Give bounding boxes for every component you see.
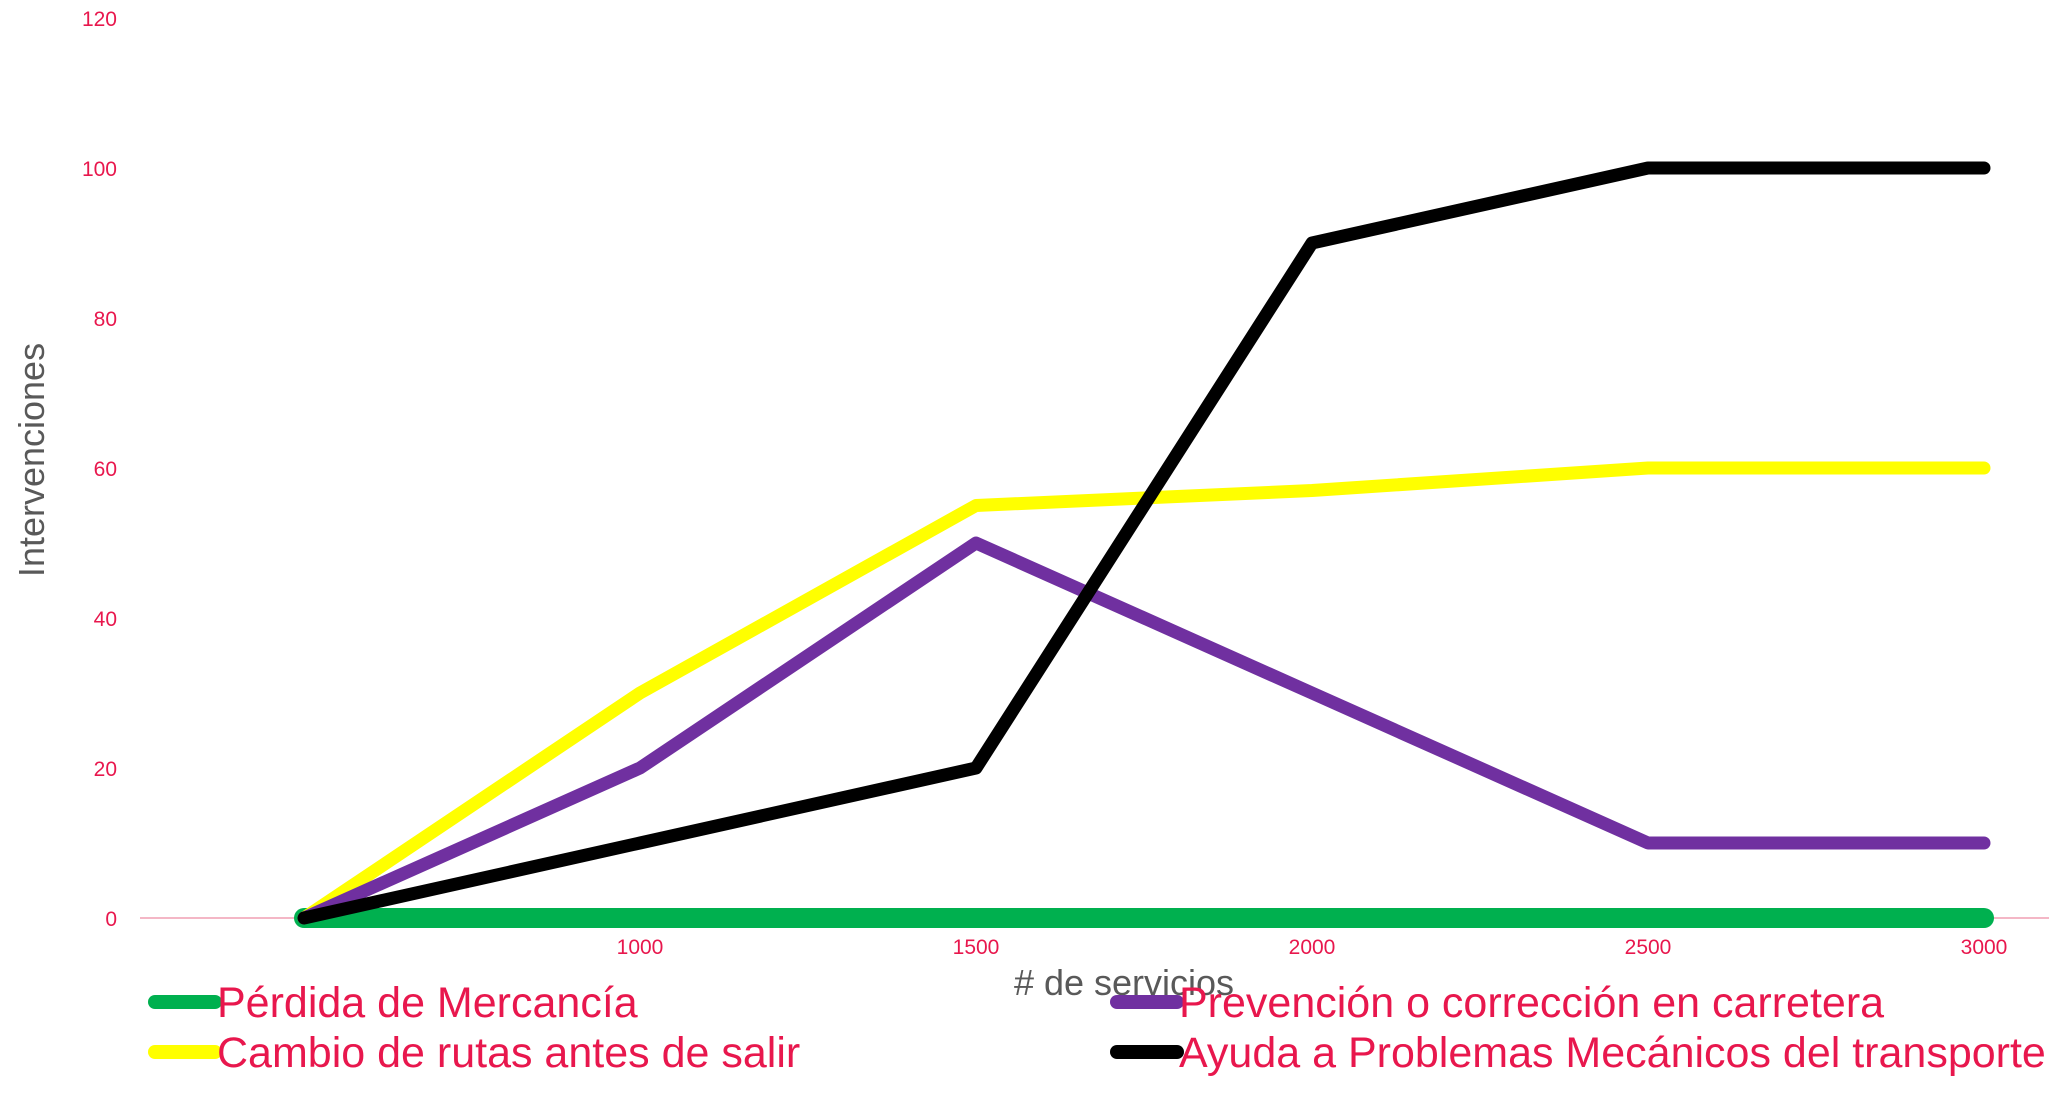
- y-tick-label: 40: [94, 608, 117, 631]
- y-tick-label: 0: [105, 908, 117, 931]
- series-lines: [294, 161, 1994, 928]
- y-tick-label: 80: [94, 308, 117, 331]
- x-axis-ticks: 1000 1500 2000 2500 3000: [617, 936, 2008, 959]
- x-tick-label: 2000: [1289, 936, 1336, 959]
- x-tick-label: 2500: [1625, 936, 1672, 959]
- y-tick-label: 120: [82, 8, 117, 31]
- x-tick-label: 1500: [953, 936, 1000, 959]
- y-tick-label: 20: [94, 758, 117, 781]
- legend-label-4: Ayuda a Problemas Mecánicos del transpor…: [1179, 1029, 2046, 1077]
- y-axis-title: Intervenciones: [11, 343, 52, 577]
- y-tick-label: 60: [94, 458, 117, 481]
- legend-label-2: Cambio de rutas antes de salir: [217, 1029, 800, 1077]
- y-tick-label: 100: [82, 158, 117, 181]
- y-axis-ticks: 0 20 40 60 80 100 120: [82, 8, 117, 931]
- series-line-4: [297, 161, 1991, 925]
- x-tick-label: 1000: [617, 936, 664, 959]
- series-line-2: [297, 461, 1991, 925]
- series-line-3: [297, 536, 1991, 925]
- legend-label-3: Prevención o corrección en carretera: [1179, 979, 1884, 1027]
- x-tick-label: 3000: [1961, 936, 2008, 959]
- legend-label-1: Pérdida de Mercancía: [217, 979, 638, 1027]
